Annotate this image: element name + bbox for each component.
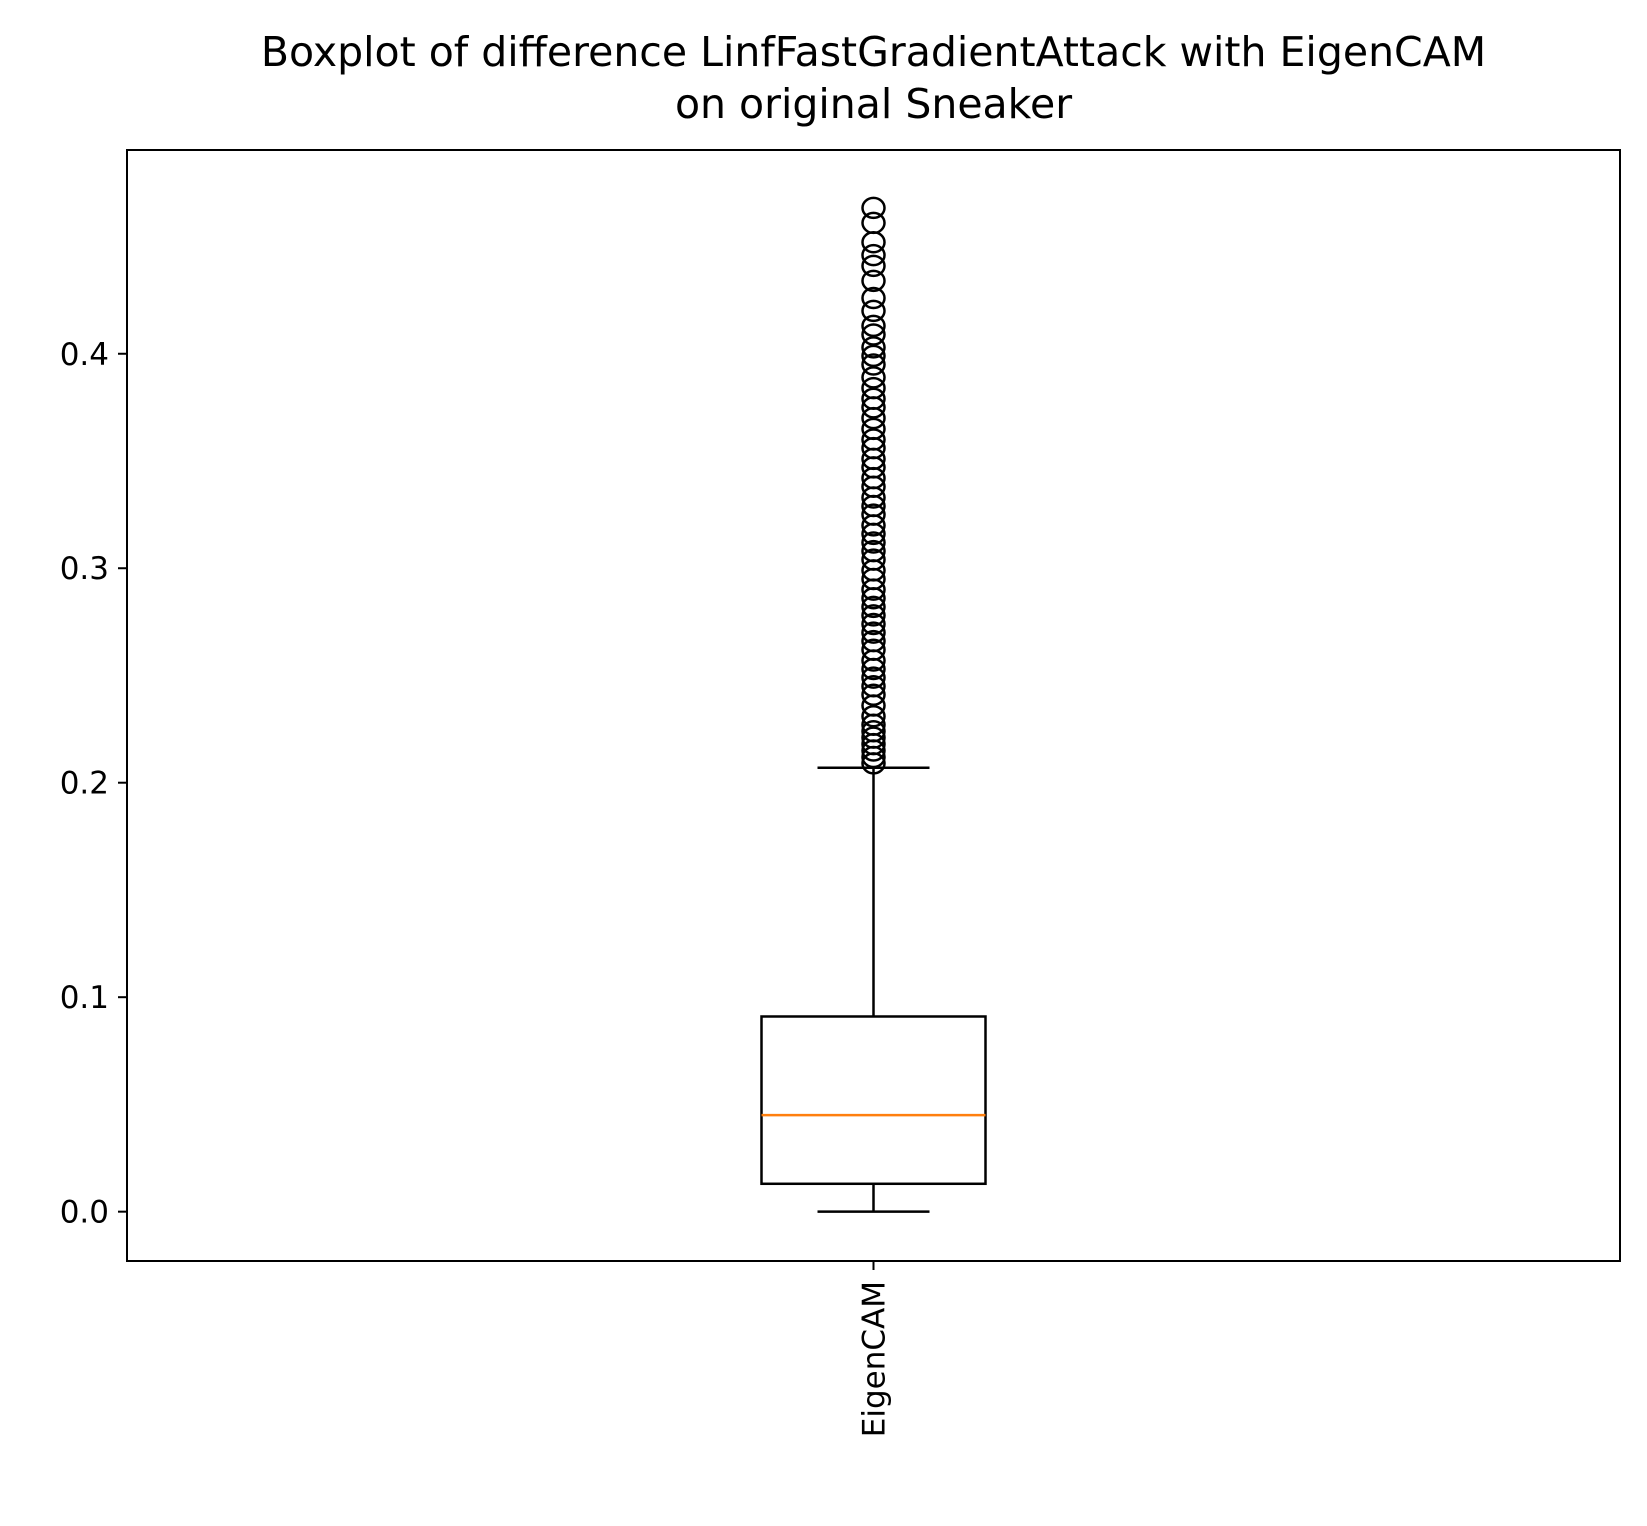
- outlier-point: [861, 531, 886, 554]
- chart-title-line-2: on original Sneaker: [674, 80, 1073, 128]
- outlier-point: [861, 323, 886, 346]
- outlier-point: [861, 336, 886, 359]
- outlier-point: [861, 548, 886, 571]
- outlier-point: [861, 269, 886, 293]
- outlier-point: [861, 683, 886, 707]
- outlier-point: [861, 243, 886, 267]
- outlier-point: [861, 539, 886, 563]
- y-tick-label: 0.0: [60, 1195, 109, 1231]
- y-tick-label: 0.3: [60, 551, 109, 587]
- outlier-point: [861, 376, 886, 400]
- outlier-point: [861, 299, 886, 323]
- outlier-point: [861, 612, 886, 636]
- outlier-point: [861, 674, 886, 698]
- outlier-point: [861, 254, 886, 278]
- x-tick-label: EigenCAM: [857, 1281, 893, 1437]
- outlier-point: [861, 344, 886, 368]
- outlier-point: [861, 196, 886, 220]
- outlier-point: [861, 428, 886, 451]
- box-iqr: [760, 1015, 987, 1186]
- outlier-point: [861, 211, 886, 235]
- outlier-point: [861, 286, 886, 310]
- outlier-point: [861, 595, 886, 619]
- outlier-point: [861, 666, 886, 689]
- outlier-point: [861, 621, 886, 644]
- outlier-point: [861, 366, 886, 389]
- chart-title-line-1: Boxplot of difference LinfFastGradientAt…: [260, 28, 1487, 76]
- plot-frame: [126, 149, 1621, 1262]
- outlier-point: [861, 719, 886, 743]
- outlier-point: [861, 417, 886, 441]
- y-tick-label: 0.2: [60, 766, 109, 802]
- outlier-point: [861, 604, 886, 627]
- outlier-point: [861, 704, 886, 728]
- y-tick-label: 0.1: [60, 980, 109, 1016]
- outlier-point: [861, 314, 886, 338]
- y-tick-label: 0.4: [60, 337, 109, 373]
- outlier-point: [861, 726, 886, 749]
- outlier-point: [861, 230, 886, 254]
- outlier-point: [861, 629, 886, 653]
- outlier-point: [861, 387, 886, 411]
- outlier-point: [861, 638, 886, 661]
- chart-title: Boxplot of difference LinfFastGradientAt…: [0, 26, 1647, 130]
- outlier-point: [861, 503, 886, 526]
- outlier-point: [861, 353, 886, 376]
